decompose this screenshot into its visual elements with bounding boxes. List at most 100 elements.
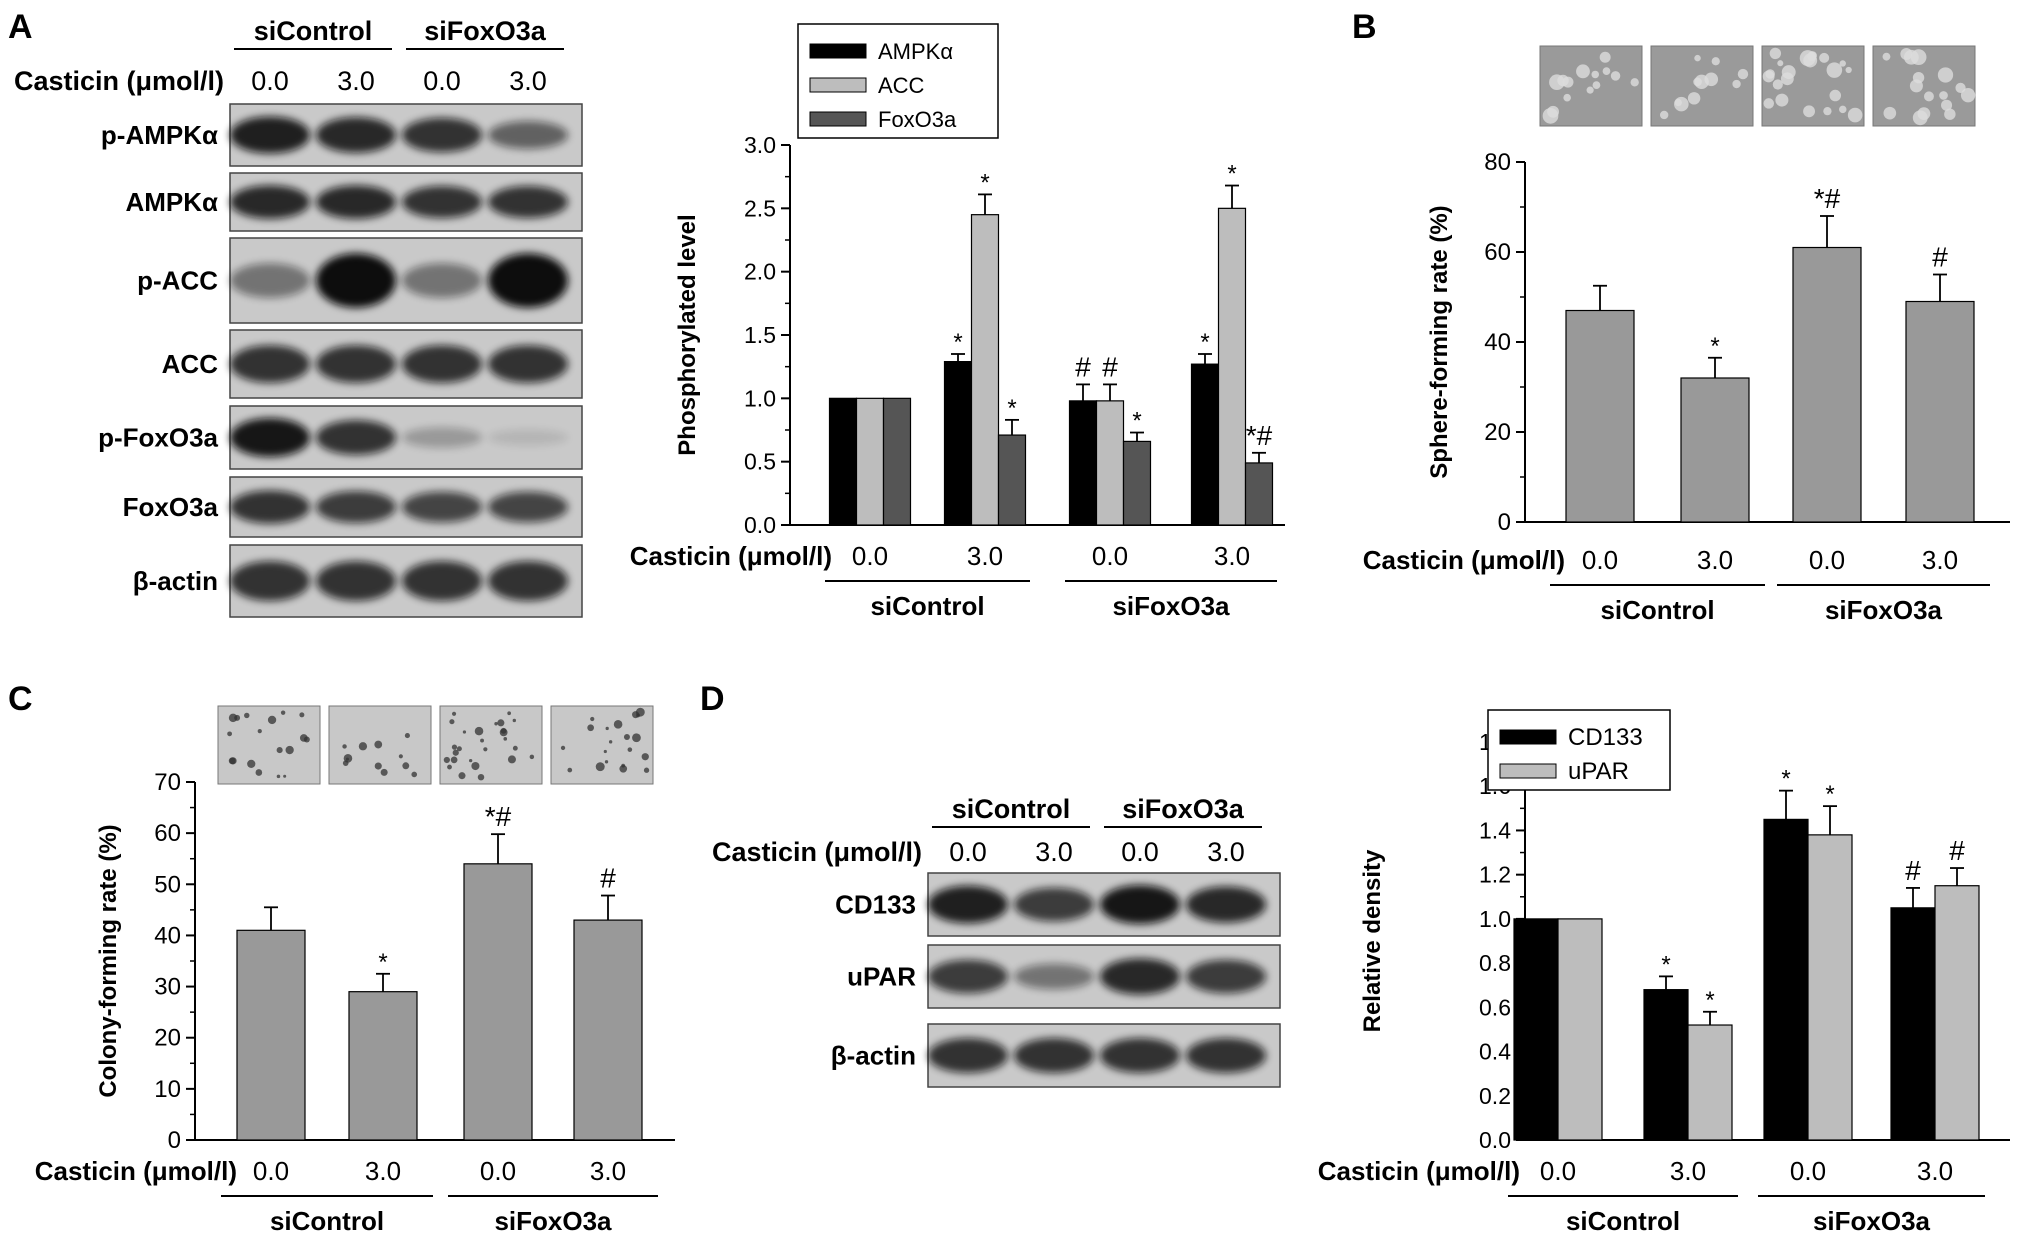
western-blot-d: siControl siFoxO3a Casticin (μmol/l) 0.0 3.0… (712, 794, 1281, 1088)
western-blot-a: siControl siFoxO3a Casticin (μmol/l) 0.0 3.0… (14, 16, 583, 618)
x-tick-label: 0.0 (480, 1156, 516, 1186)
y-tick-label: 0.0 (744, 512, 776, 538)
x-tick-label: 0.0 (1582, 545, 1618, 575)
legend-label-ampk: AMPKα (878, 39, 953, 64)
significance-mark: *# (1246, 420, 1273, 451)
significance-mark: *# (485, 801, 512, 832)
micrograph-4 (1872, 45, 1976, 127)
legend-label-cd133: CD133 (1568, 724, 1643, 751)
bar-acc-1 (855, 397, 885, 526)
blot-row-label: β-actin (831, 1041, 916, 1071)
significance-mark: * (1825, 781, 1834, 808)
blot-row-label: FoxO3a (123, 492, 219, 522)
sphere-micrographs (1539, 45, 1976, 127)
bar-upar-4 (1934, 885, 1980, 1141)
legend-label-upar: uPAR (1568, 758, 1629, 785)
blot-band (316, 490, 396, 524)
significance-mark: # (1075, 351, 1091, 382)
blot-band (402, 345, 482, 383)
micrograph-3 (439, 705, 543, 785)
blot-row-label: CD133 (835, 890, 916, 920)
y-tick-label: 20 (1484, 419, 1511, 446)
significance-mark: # (1905, 855, 1921, 886)
legend-swatch (1499, 763, 1557, 779)
micrograph-2 (1650, 45, 1754, 127)
significance-mark: * (953, 329, 962, 356)
blot-band (230, 263, 310, 298)
bar-colony-forming-rate-3 (463, 863, 533, 1141)
x-axis-label: Casticin (μmol/l) (630, 541, 832, 571)
y-axis-label: Relative density (1359, 849, 1386, 1032)
y-tick-label: 60 (154, 820, 181, 847)
legend-swatch (1499, 729, 1557, 745)
group-label-sicontrol: siControl (270, 1206, 384, 1235)
panel-label-a: A (8, 8, 33, 46)
y-tick-label: 20 (154, 1025, 181, 1052)
y-tick-label: 0.0 (1479, 1127, 1511, 1153)
blot-band (230, 490, 310, 524)
bar-sphere-forming-rate-2 (1680, 377, 1750, 523)
group-label-sicontrol: siControl (870, 591, 984, 621)
blot-band (402, 263, 482, 298)
blot-treatment-label: Casticin (μmol/l) (712, 837, 922, 867)
micrograph-4 (550, 705, 654, 785)
blot-band (316, 345, 396, 383)
panel-label-c: C (8, 680, 33, 718)
blot-group-label: siControl (254, 16, 373, 46)
blot-dose-label: 3.0 (337, 66, 375, 96)
blot-band (230, 418, 310, 457)
x-tick-label: 3.0 (1917, 1156, 1953, 1186)
x-tick-label: 3.0 (967, 541, 1003, 571)
blot-dose-label: 3.0 (509, 66, 547, 96)
legend-swatch (809, 43, 867, 59)
y-tick-label: 1.4 (1479, 817, 1511, 843)
micrograph-1 (1539, 45, 1643, 127)
x-tick-label: 0.0 (1809, 545, 1845, 575)
blot-band (1014, 963, 1094, 990)
blot-band (1100, 1037, 1180, 1074)
bar-foxo3a-4 (1244, 462, 1274, 526)
blot-band (488, 429, 568, 446)
bar-colony-forming-rate-4 (573, 919, 643, 1141)
blot-dose-label: 3.0 (1207, 837, 1245, 867)
y-tick-label: 80 (1484, 149, 1511, 176)
bar-foxo3a-2 (997, 434, 1027, 526)
x-axis-label: Casticin (μmol/l) (35, 1156, 237, 1186)
blot-band (928, 885, 1008, 924)
bar-foxo3a-3 (1122, 440, 1152, 526)
blot-band (402, 185, 482, 219)
y-tick-label: 1.0 (744, 385, 776, 411)
blot-row-label: p-AMPKα (101, 120, 218, 150)
bar-sphere-forming-rate-1 (1565, 309, 1635, 523)
x-axis-label: Casticin (μmol/l) (1363, 545, 1565, 575)
blot-band (488, 253, 568, 308)
blot-band (488, 560, 568, 602)
bar-colony-forming-rate-2 (348, 991, 418, 1141)
chart-b-sphere-forming-rate: 0 20 40 60 80 Sphere-forming rate (%) 0.0 * 3.0 *… (1363, 149, 2010, 625)
group-label-sifoxo3a: siFoxO3a (1112, 591, 1230, 621)
bar-cd133-4 (1890, 907, 1936, 1141)
chart-c-colony-forming-rate: 0 10 20 30 40 50 60 70 Colony-forming rate (%) 0.… (35, 769, 675, 1236)
y-tick-label: 40 (1484, 329, 1511, 356)
blot-row-label: β-actin (133, 566, 218, 596)
blot-band (1014, 1037, 1094, 1074)
blot-band (230, 116, 310, 154)
blot-row-label: p-ACC (137, 266, 218, 296)
bar-acc-3 (1095, 400, 1125, 526)
panel-label-d: D (700, 680, 725, 718)
blot-band (402, 427, 482, 448)
chart-a-phosphorylated-level: 0.0 0.5 1.0 1.5 2.0 2.5 3.0 Phosphorylated leve… (630, 23, 1285, 621)
bar-colony-forming-rate-1 (236, 929, 306, 1141)
bar-upar-3 (1807, 834, 1853, 1141)
blot-band (316, 185, 396, 219)
bar-ampk-2 (943, 361, 973, 526)
panel-label-b: B (1352, 8, 1377, 46)
blot-band (1186, 886, 1266, 923)
y-tick-label: 0.8 (1479, 950, 1511, 976)
bar-foxo3a-1 (882, 397, 912, 526)
bar-sphere-forming-rate-3 (1792, 246, 1862, 523)
blot-band (230, 560, 310, 602)
micrograph-2 (328, 705, 432, 785)
blot-band (402, 491, 482, 523)
